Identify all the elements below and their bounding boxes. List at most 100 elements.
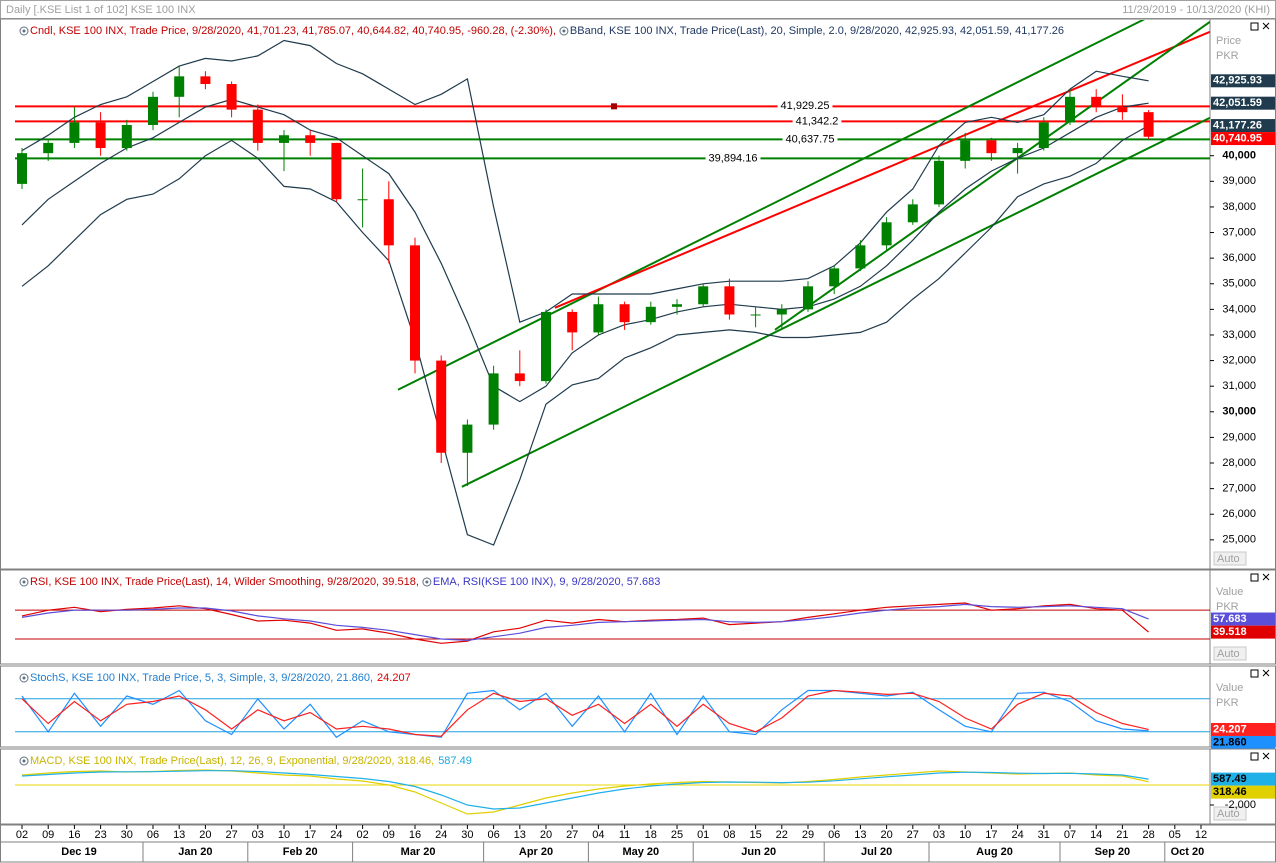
value-tag-bg (1211, 612, 1275, 626)
candle-body (174, 76, 185, 97)
x-tick-label: 30 (461, 829, 473, 841)
candle-body (148, 96, 158, 125)
month-label: Apr 20 (519, 846, 553, 858)
x-tick-label: 05 (1169, 829, 1181, 841)
legend-entry: BBand, KSE 100 INX, Trade Price(Last), 2… (570, 25, 1064, 37)
candle-body (567, 311, 578, 333)
legend-entry: Cndl, KSE 100 INX, Trade Price, 9/28/202… (30, 25, 556, 37)
candle-body (69, 122, 80, 143)
value-tag-bg (1211, 785, 1275, 799)
pane-maximize-button[interactable] (1250, 22, 1259, 31)
pane-maximize-button[interactable] (1250, 669, 1259, 678)
y-tick-label: 29,000 (1222, 431, 1256, 443)
candle-body (986, 140, 997, 154)
candle-body (331, 142, 342, 200)
pane-close-button[interactable] (1262, 752, 1270, 760)
value-tag-bg (1211, 625, 1275, 639)
pane-maximize-button[interactable] (1250, 752, 1259, 761)
candle-body (226, 84, 237, 110)
candle-body (776, 309, 787, 315)
x-tick-label: 18 (645, 829, 657, 841)
x-tick-label: 30 (121, 829, 133, 841)
value-tag: 42,051.59 (1213, 97, 1262, 109)
x-tick-label: 13 (854, 829, 866, 841)
x-tick-label: 01 (697, 829, 709, 841)
candle-body (855, 245, 866, 269)
bollinger-band (21, 39, 1149, 324)
indicator-line (21, 770, 1149, 810)
candle-body (698, 286, 709, 305)
x-tick-label: 24 (1011, 829, 1023, 841)
axis-unit: PKR (1216, 50, 1239, 62)
month-label: Oct 20 (1171, 846, 1205, 858)
pane-close-button[interactable] (1262, 573, 1270, 581)
month-label: Sep 20 (1095, 846, 1130, 858)
x-tick-label: 03 (933, 829, 945, 841)
x-tick-label: 31 (1038, 829, 1050, 841)
close-glyph (1262, 752, 1270, 760)
legend-icon-dot (22, 676, 26, 680)
month-label: Mar 20 (401, 846, 436, 858)
close-glyph (1262, 669, 1270, 677)
y-tick-label: 27,000 (1222, 483, 1256, 495)
candle-body (488, 373, 499, 425)
bollinger-band (21, 98, 1149, 403)
x-tick-label: 16 (68, 829, 80, 841)
indicator-line (21, 602, 1149, 644)
month-label: Jun 20 (741, 846, 776, 858)
y-tick-label: 36,000 (1222, 252, 1256, 264)
y-tick-label: 38,000 (1222, 201, 1256, 213)
x-tick-label: 21 (1116, 829, 1128, 841)
legend-entry: EMA, RSI(KSE 100 INX), 9, 9/28/2020, 57.… (433, 576, 660, 588)
value-tag: 21.860 (1213, 736, 1247, 748)
y-tick-label: 30,000 (1222, 406, 1256, 418)
candle-body (645, 306, 656, 323)
level-label: 41,342.2 (796, 115, 839, 127)
candle-body (43, 142, 54, 154)
candle-body (383, 199, 394, 246)
candle-body (724, 286, 735, 315)
indicator-line (21, 689, 1149, 739)
candle-body (1091, 96, 1102, 108)
value-tag-bg (1211, 722, 1275, 736)
close-glyph (1262, 573, 1270, 581)
level-marker (611, 103, 617, 110)
plot-area (15, 769, 1210, 815)
legend-icon-dot (562, 29, 566, 33)
pane-close-button[interactable] (1262, 669, 1270, 677)
x-tick-label: 02 (356, 829, 368, 841)
trend-line (774, 20, 1210, 331)
trend-line (397, 20, 1146, 391)
x-tick-label: 06 (828, 829, 840, 841)
x-tick-label: 17 (985, 829, 997, 841)
scale-mode: Auto (1217, 648, 1240, 660)
legend: RSI, KSE 100 INX, Trade Price(Last), 14,… (30, 576, 660, 588)
indicator-line (21, 689, 1149, 737)
legend-entry: MACD, KSE 100 INX, Trade Price(Last), 12… (30, 755, 434, 767)
y-tick-label: -2,000 (1225, 799, 1256, 811)
candle-body (1065, 96, 1075, 123)
y-tick-label: 39,000 (1222, 175, 1256, 187)
candle-body (803, 286, 813, 310)
x-tick-label: 13 (514, 829, 526, 841)
value-tag-bg (1211, 74, 1275, 88)
legend-entry: 587.49 (438, 755, 472, 767)
legend-icon-dot (22, 759, 26, 763)
candle-body (1012, 148, 1023, 154)
legend-entry: StochS, KSE 100 INX, Trade Price, 5, 3, … (30, 672, 373, 684)
y-tick-label: 33,000 (1222, 329, 1256, 341)
value-tag: 24.207 (1213, 723, 1247, 735)
plot-area (15, 602, 1210, 644)
x-tick-label: 08 (723, 829, 735, 841)
x-tick-label: 22 (776, 829, 788, 841)
level-label-bg (777, 100, 833, 113)
pane-maximize-button[interactable] (1250, 573, 1259, 582)
x-tick-label: 10 (959, 829, 971, 841)
y-tick-label: 31,000 (1222, 380, 1256, 392)
pane-close-button[interactable] (1262, 22, 1270, 30)
x-tick-label: 28 (1142, 829, 1154, 841)
y-tick-label: 25,000 (1222, 534, 1256, 546)
x-tick-label: 16 (409, 829, 421, 841)
x-tick-label: 11 (619, 829, 630, 841)
